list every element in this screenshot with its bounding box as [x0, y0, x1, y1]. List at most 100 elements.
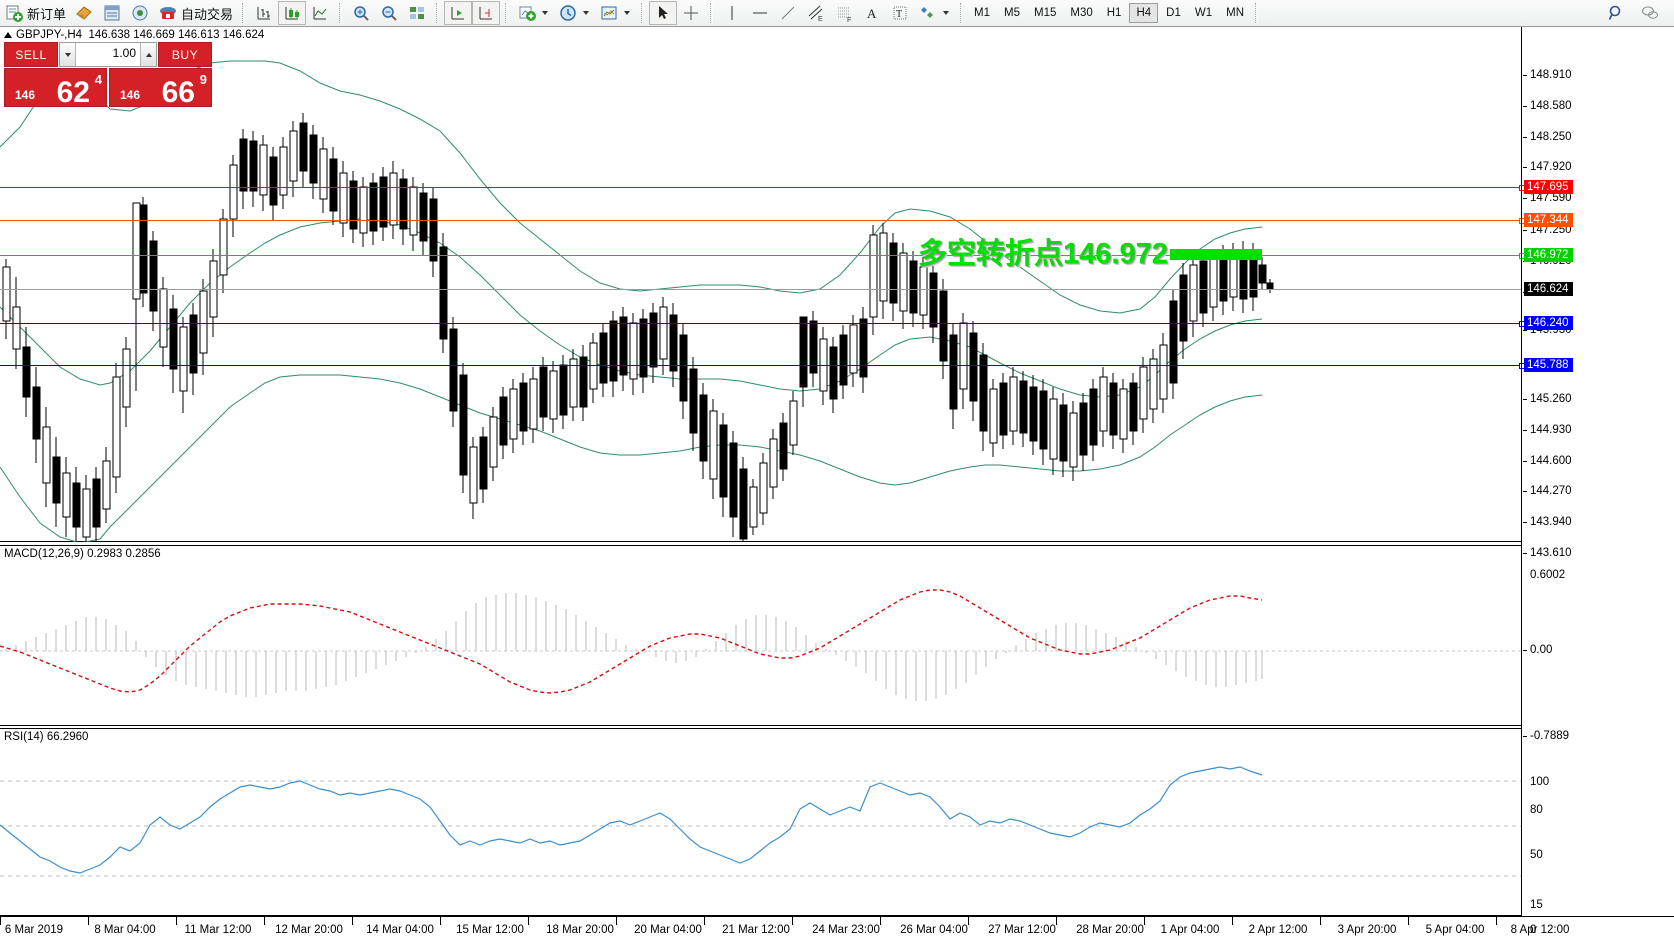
candlestick-chart-icon	[282, 3, 302, 23]
green-highlight-box[interactable]	[1170, 249, 1262, 260]
vertical-line-button[interactable]	[718, 1, 746, 25]
volume-increment-icon[interactable]	[140, 43, 156, 66]
x-tick: 11 Mar 12:00	[184, 924, 252, 936]
text-box-button[interactable]: T	[886, 1, 914, 25]
toolbar-separator	[242, 3, 246, 23]
price-label-146972[interactable]: 146.972	[1524, 248, 1573, 262]
x-gridline	[792, 917, 793, 925]
timeframe-mn[interactable]: MN	[1226, 7, 1244, 19]
toolbar-separator	[641, 3, 645, 23]
price-level-line-145788[interactable]	[0, 363, 1525, 369]
collapse-triangle-icon[interactable]	[4, 32, 12, 38]
timeframe-w1[interactable]: W1	[1194, 7, 1213, 19]
add-indicator-button[interactable]	[513, 1, 554, 25]
text-label-button[interactable]: A	[858, 1, 886, 25]
buy-price-prefix: 146	[120, 88, 141, 102]
y-tick-macd: 0.6002	[1530, 569, 1566, 581]
svg-text:F: F	[847, 17, 851, 23]
navigator-button[interactable]	[126, 1, 154, 25]
current-price-line-146624	[0, 289, 1521, 290]
price-label-145788[interactable]: 145.788	[1524, 358, 1573, 372]
y-tick: 148.250	[1523, 131, 1572, 143]
main-toolbar: 新订单	[0, 0, 1674, 27]
period-icon	[558, 3, 578, 23]
chevron-down-icon[interactable]	[943, 11, 950, 15]
text-label-icon: A	[862, 3, 882, 23]
templates-button[interactable]	[595, 1, 636, 25]
chevron-down-icon[interactable]	[542, 11, 549, 15]
macd-plot	[0, 589, 1521, 701]
x-gridline	[968, 917, 969, 925]
x-gridline	[352, 917, 353, 925]
price-label-146240[interactable]: 146.240	[1524, 316, 1573, 330]
period-button[interactable]	[554, 1, 595, 25]
price-level-line-146240[interactable]	[0, 321, 1525, 327]
data-window-button[interactable]	[98, 1, 126, 25]
shift-end-button[interactable]	[444, 1, 473, 25]
auto-trading-button[interactable]: 自动交易	[154, 1, 237, 25]
timeframe-d1[interactable]: D1	[1166, 7, 1181, 19]
chevron-down-icon[interactable]	[624, 11, 631, 15]
trendline-button[interactable]	[774, 1, 802, 25]
cursor-button[interactable]	[649, 1, 678, 25]
buy-button[interactable]: BUY	[158, 42, 212, 67]
x-tick: 18 Mar 20:00	[546, 924, 614, 936]
x-gridline	[0, 917, 1, 925]
turning-point-annotation[interactable]: 多空转折点146.972	[918, 238, 1168, 270]
sell-button[interactable]: SELL	[4, 42, 58, 67]
sell-price-box[interactable]: 146 62 4	[4, 68, 107, 108]
new-order-button[interactable]: 新订单	[0, 1, 70, 25]
x-tick: 21 Mar 12:00	[722, 924, 790, 936]
price-pane[interactable]: 多空转折点146.972 GBPJPY-,H4 146.638 146.669 …	[0, 27, 1525, 542]
x-tick: 26 Mar 04:00	[900, 924, 968, 936]
equidistant-channel-button[interactable]: E	[802, 1, 830, 25]
chevron-down-icon[interactable]	[583, 11, 590, 15]
expert-advisors-button[interactable]	[70, 1, 98, 25]
auto-scroll-icon	[476, 3, 496, 23]
zoom-in-icon	[351, 3, 371, 23]
x-tick: 12 Mar 20:00	[275, 924, 343, 936]
svg-text:A: A	[867, 6, 877, 21]
zoom-out-button[interactable]	[375, 1, 403, 25]
chat-button[interactable]	[1636, 1, 1664, 25]
auto-scroll-button[interactable]	[472, 1, 501, 25]
price-level-line-146972[interactable]	[0, 253, 1525, 259]
candlestick-chart-button[interactable]	[278, 1, 307, 25]
price-label-147695[interactable]: 147.695	[1524, 180, 1573, 194]
timeframe-h4[interactable]: H4	[1129, 3, 1159, 23]
zoom-in-button[interactable]	[347, 1, 375, 25]
y-tick-macd: 0.00	[1523, 644, 1552, 656]
fibonacci-button[interactable]: F	[830, 1, 858, 25]
search-button[interactable]	[1602, 1, 1630, 25]
bar-chart-button[interactable]	[250, 1, 278, 25]
timeframe-m5[interactable]: M5	[1004, 7, 1020, 19]
volume-input[interactable]: 1.00	[112, 46, 136, 60]
rsi-pane[interactable]: RSI(14) 66.2960	[0, 728, 1521, 916]
price-level-line-147344[interactable]	[0, 218, 1525, 224]
time-axis[interactable]: 6 Mar 2019 8 Mar 04:00 11 Mar 12:00 12 M…	[0, 916, 1674, 945]
price-label-147344[interactable]: 147.344	[1524, 213, 1573, 227]
macd-pane[interactable]: MACD(12,26,9) 0.2983 0.2856	[0, 545, 1521, 726]
crosshair-icon	[681, 3, 701, 23]
timeframe-m1[interactable]: M1	[974, 7, 991, 19]
tile-windows-button[interactable]	[403, 1, 431, 25]
x-gridline	[176, 917, 177, 925]
buy-price-box[interactable]: 146 66 9	[109, 68, 212, 108]
volume-decrement-icon[interactable]	[60, 43, 76, 66]
price-level-line-147695[interactable]	[0, 185, 1525, 191]
horizontal-line-button[interactable]	[746, 1, 774, 25]
crosshair-button[interactable]	[677, 1, 705, 25]
chart-area[interactable]: 多空转折点146.972 GBPJPY-,H4 146.638 146.669 …	[0, 27, 1674, 945]
timeframe-h1[interactable]: H1	[1106, 7, 1122, 19]
x-tick: 20 Mar 04:00	[634, 924, 702, 936]
volume-stepper[interactable]: 1.00	[59, 42, 157, 67]
timeframe-m30[interactable]: M30	[1070, 7, 1093, 19]
shapes-button[interactable]	[914, 1, 955, 25]
timeframe-m15[interactable]: M15	[1034, 7, 1057, 19]
toolbar-separator	[436, 3, 440, 23]
price-axis[interactable]: 148.910 148.580 148.250 147.920 147.590 …	[1521, 27, 1674, 936]
line-chart-button[interactable]	[306, 1, 334, 25]
one-click-trading-panel[interactable]: SELL 1.00 BUY 146 62 4	[4, 42, 212, 108]
y-tick: 144.270	[1523, 485, 1572, 497]
vertical-line-icon	[722, 3, 742, 23]
